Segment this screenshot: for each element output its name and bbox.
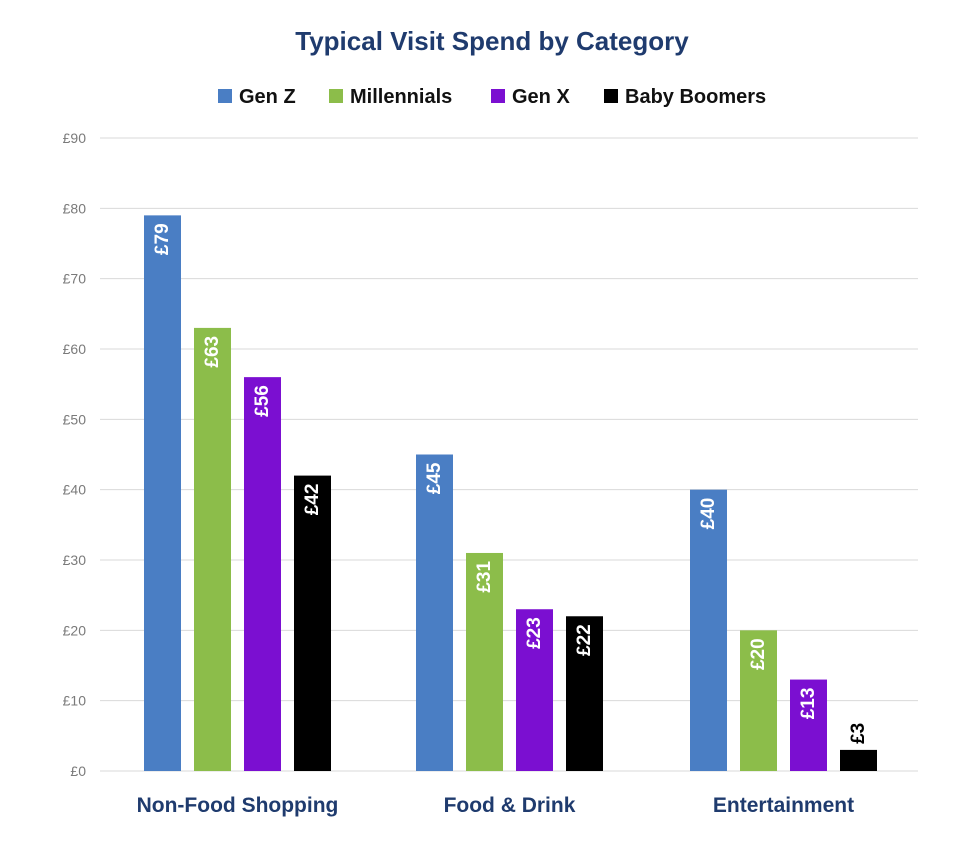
y-tick-label: £60 xyxy=(63,341,87,357)
y-tick-label: £20 xyxy=(63,622,87,638)
bar-value-label: £45 xyxy=(424,462,445,494)
bar-baby-boomers-non-food-shopping xyxy=(294,475,331,771)
bar-value-label: £22 xyxy=(574,624,595,656)
bar-gen-x-non-food-shopping xyxy=(244,377,281,771)
bar-value-label: £79 xyxy=(152,223,173,255)
bar-gen-z-entertainment xyxy=(690,489,727,771)
bar-baby-boomers-entertainment xyxy=(840,749,877,771)
x-axis: Non-Food Shopping Food & Drink Entertainme… xyxy=(137,794,854,817)
category-label-food-and-drink: Food & Drink xyxy=(444,794,576,817)
chart-title: Typical Visit Spend by Category xyxy=(295,26,689,56)
y-tick-label: £70 xyxy=(63,271,87,287)
legend-label-millennials: Millennials xyxy=(350,86,452,108)
bar-gen-z-non-food-shopping xyxy=(144,215,181,771)
bar-value-label: £56 xyxy=(252,385,273,417)
category-label-entertainment: Entertainment xyxy=(713,794,854,817)
bar-value-label: £3 xyxy=(848,723,869,744)
legend-swatch-gen-z xyxy=(218,89,232,103)
bar-value-label: £63 xyxy=(202,336,223,368)
legend-label-gen-z: Gen Z xyxy=(239,86,296,108)
y-tick-label: £50 xyxy=(63,411,87,427)
legend-swatch-baby-boomers xyxy=(604,89,618,103)
legend-label-baby-boomers: Baby Boomers xyxy=(625,86,766,108)
bar-value-label: £13 xyxy=(798,688,819,720)
category-label-non-food-shopping: Non-Food Shopping xyxy=(137,794,339,817)
gridlines xyxy=(100,137,918,772)
y-tick-label: £10 xyxy=(63,693,87,709)
legend-swatch-millennials xyxy=(329,89,343,103)
bar-value-label: £23 xyxy=(524,617,545,649)
y-tick-label: £0 xyxy=(70,763,86,779)
y-tick-label: £90 xyxy=(63,130,87,146)
y-axis: £0 £10 £20 £30 £40 £50 £60 £70 £80 £90 xyxy=(63,130,87,779)
bar-gen-x-entertainment xyxy=(790,679,827,771)
y-tick-label: £30 xyxy=(63,552,87,568)
legend-swatch-gen-x xyxy=(491,89,505,103)
bar-millennials-entertainment xyxy=(740,630,777,771)
bars: £79 £63 £56 £42 £45 £31 £23 £22 £40 £20 £13 £3 xyxy=(144,215,877,771)
bar-millennials-non-food-shopping xyxy=(194,327,231,771)
y-tick-label: £80 xyxy=(63,200,87,216)
legend-label-gen-x: Gen X xyxy=(512,86,570,108)
bar-value-label: £31 xyxy=(474,561,495,593)
bar-value-label: £40 xyxy=(698,498,719,530)
bar-value-label: £20 xyxy=(748,638,769,670)
bar-value-label: £42 xyxy=(302,484,323,516)
bar-millennials-food-and-drink xyxy=(466,552,503,771)
bar-gen-x-food-and-drink xyxy=(516,609,553,771)
legend: Gen Z Millennials Gen X Baby Boomers xyxy=(218,86,766,108)
bar-gen-z-food-and-drink xyxy=(416,454,453,771)
bar-baby-boomers-food-and-drink xyxy=(566,616,603,771)
y-tick-label: £40 xyxy=(63,482,87,498)
